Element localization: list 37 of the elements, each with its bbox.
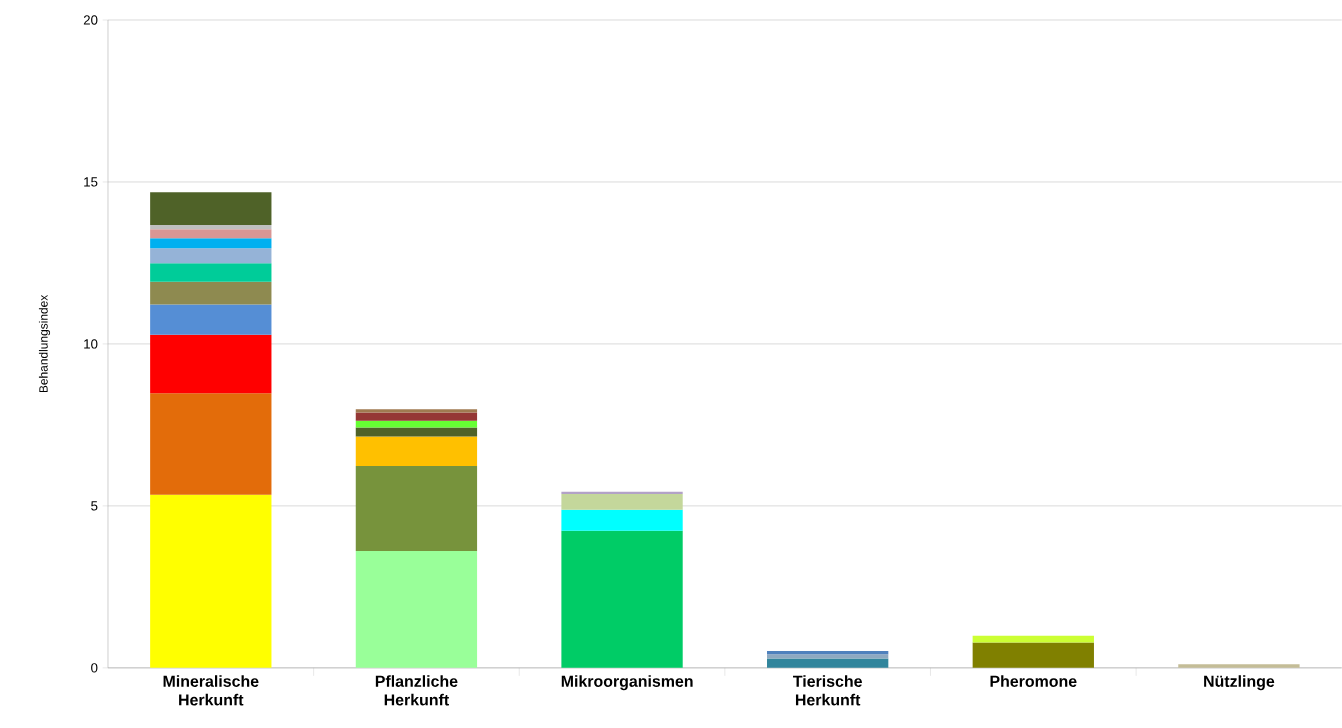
bar bbox=[355, 409, 478, 413]
bar bbox=[150, 494, 272, 668]
bar bbox=[355, 466, 478, 551]
y-tick-label: 10 bbox=[84, 339, 98, 349]
bar bbox=[767, 651, 889, 655]
x-tick-label: Pheromone bbox=[990, 675, 1077, 687]
bar bbox=[150, 229, 272, 239]
y-axis-title: Behandlungsindex bbox=[38, 294, 51, 393]
bar bbox=[355, 550, 478, 668]
bar bbox=[150, 238, 272, 249]
y-tick-label: 20 bbox=[83, 15, 98, 25]
bar bbox=[150, 304, 272, 335]
bar bbox=[767, 654, 889, 659]
y-tick-label: 15 bbox=[84, 177, 98, 187]
bar bbox=[561, 530, 683, 668]
bar bbox=[150, 334, 272, 394]
bar bbox=[972, 642, 1094, 668]
x-tick-label: Mineralische Herkunft bbox=[163, 675, 259, 706]
bar bbox=[355, 436, 478, 467]
x-tick-label: Mikroorganismen bbox=[561, 675, 693, 691]
y-tick-label: 5 bbox=[91, 501, 98, 511]
bar bbox=[561, 493, 683, 510]
bar bbox=[150, 225, 272, 230]
bar bbox=[150, 192, 272, 226]
x-tick-label: Tierische Herkunft bbox=[793, 675, 862, 706]
y-tick-label: 0 bbox=[91, 663, 98, 673]
bar bbox=[150, 281, 272, 305]
bar bbox=[972, 635, 1094, 643]
bar bbox=[150, 263, 272, 282]
x-tick-label: Pflanzliche Herkunft bbox=[375, 675, 458, 706]
bar bbox=[767, 658, 889, 668]
bar bbox=[355, 412, 478, 421]
x-tick-label: Nützlinge bbox=[1204, 675, 1275, 691]
bar bbox=[1178, 664, 1300, 668]
bar bbox=[561, 509, 683, 531]
bar bbox=[150, 393, 272, 495]
bar bbox=[150, 248, 272, 264]
